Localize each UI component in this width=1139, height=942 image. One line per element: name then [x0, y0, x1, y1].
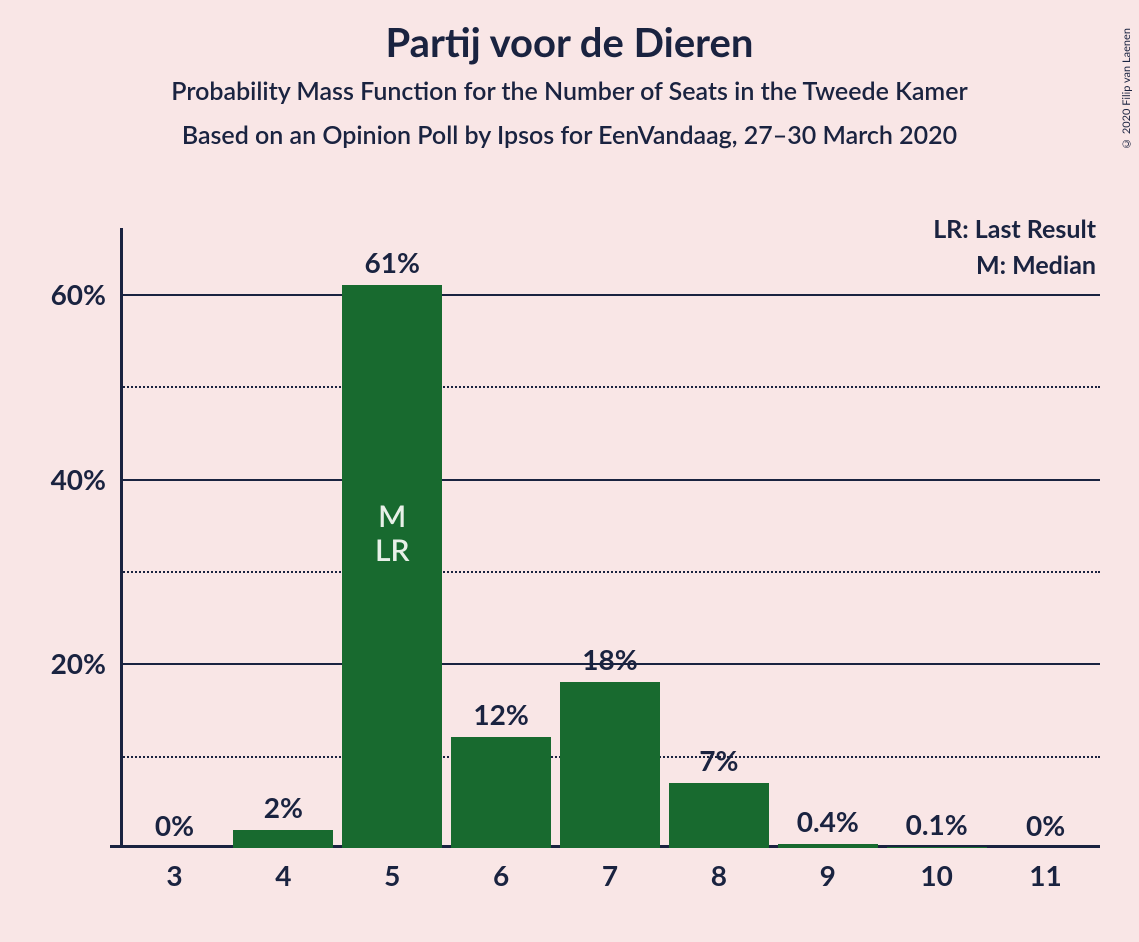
chart-title: Partij voor de Dieren — [0, 18, 1139, 66]
gridline-major — [120, 479, 1100, 481]
bar — [451, 737, 551, 848]
chart-plot-area: LR: Last Result M: Median 20%40%60%30%42… — [120, 248, 1100, 848]
bar-value-label: 0.1% — [906, 807, 968, 841]
chart-subtitle-1: Probability Mass Function for the Number… — [0, 76, 1139, 106]
bar — [778, 844, 878, 848]
bar — [669, 783, 769, 848]
bar-value-label: 2% — [264, 790, 303, 824]
y-tick-label: 20% — [51, 646, 120, 680]
gridline-major — [120, 294, 1100, 296]
bar — [233, 830, 333, 848]
bar-inner-label: MLR — [375, 499, 410, 568]
x-tick-label: 6 — [493, 848, 509, 892]
x-tick-label: 9 — [820, 848, 836, 892]
bar-value-label: 0% — [1026, 808, 1065, 842]
gridline-minor — [120, 386, 1100, 388]
bar-value-label: 18% — [582, 642, 637, 676]
x-tick-label: 10 — [920, 848, 952, 892]
median-marker-lr: LR — [375, 533, 410, 568]
bar-value-label: 0.4% — [797, 804, 859, 838]
legend-m: M: Median — [933, 250, 1096, 280]
x-tick-label: 7 — [602, 848, 618, 892]
median-marker-m: M — [375, 499, 410, 534]
gridline-minor — [120, 571, 1100, 573]
y-tick-label: 60% — [51, 277, 120, 311]
chart-subtitle-2: Based on an Opinion Poll by Ipsos for Ee… — [0, 120, 1139, 150]
x-tick-label: 4 — [275, 848, 291, 892]
x-tick-label: 5 — [384, 848, 400, 892]
x-tick-label: 8 — [711, 848, 727, 892]
chart-legend: LR: Last Result M: Median — [933, 214, 1096, 280]
bar — [887, 847, 987, 848]
legend-lr: LR: Last Result — [933, 214, 1096, 244]
bar — [560, 682, 660, 848]
bar-value-label: 12% — [473, 697, 528, 731]
y-tick-label: 40% — [51, 462, 120, 496]
bar-value-label: 0% — [155, 808, 194, 842]
copyright-text: © 2020 Filip van Laenen — [1120, 28, 1133, 150]
bar-value-label: 61% — [365, 245, 420, 279]
x-tick-label: 3 — [166, 848, 182, 892]
x-tick-label: 11 — [1029, 848, 1061, 892]
bar-value-label: 7% — [699, 743, 738, 777]
